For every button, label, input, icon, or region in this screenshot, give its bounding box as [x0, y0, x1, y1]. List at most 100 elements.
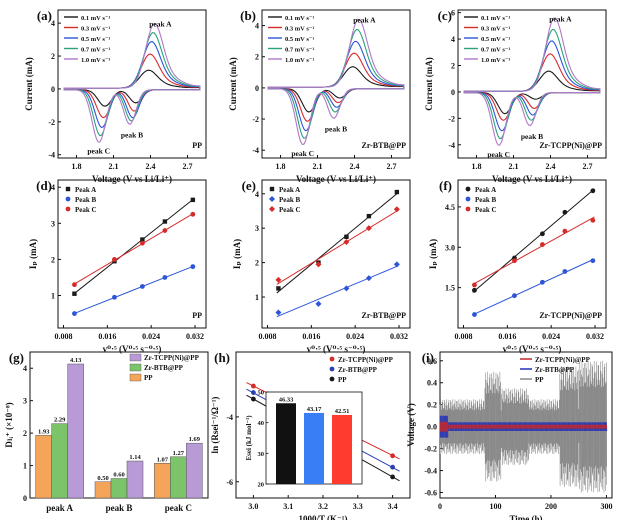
data-point	[190, 211, 196, 217]
legend-label: 0.7 mV s⁻¹	[81, 47, 110, 54]
peak-label: peak A	[149, 20, 172, 29]
data-point	[162, 275, 168, 280]
y-tick-label: 2	[23, 429, 27, 438]
x-tick-label: 1.8	[72, 162, 82, 171]
legend-label: Peak B	[279, 196, 301, 204]
data-point	[390, 453, 395, 459]
legend-label: PP	[338, 376, 347, 384]
legend-label: Peak B	[75, 196, 97, 204]
data-point	[366, 213, 372, 219]
x-category-label: peak A	[46, 503, 73, 513]
x-tick-label: 2.4	[146, 162, 156, 171]
x-tick-label: 3.2	[318, 502, 328, 511]
fit-line	[72, 197, 195, 296]
legend-label: 0.3 mV s⁻¹	[81, 26, 110, 33]
peak-label: peak C	[87, 147, 110, 156]
legend-label: Peak C	[279, 206, 301, 214]
y-tick-label: 2	[451, 62, 455, 71]
y-tick-label: 2	[51, 52, 55, 61]
peak-label: peak C	[487, 150, 510, 159]
data-point	[251, 383, 256, 389]
fit-line	[472, 188, 595, 293]
y-axis-label: Iₚ (mA)	[28, 239, 38, 269]
bar	[170, 456, 187, 499]
legend-label: 1.0 mV s⁻¹	[81, 57, 110, 64]
legend-label: Zr-BTB@PP	[338, 366, 378, 374]
inset-y-tick-label: 40	[258, 420, 265, 427]
data-point	[251, 390, 256, 395]
data-point	[190, 197, 196, 203]
inset-bar	[332, 414, 352, 484]
chart-title: PP	[192, 141, 202, 150]
y-tick-label: 0	[451, 88, 455, 97]
legend-label: Zr-TCPP(Ni)@PP	[144, 354, 200, 362]
inset-bar	[276, 403, 296, 484]
data-point	[562, 269, 568, 274]
legend-label: Peak A	[75, 186, 96, 194]
bar-value-label: 1.93	[38, 428, 50, 435]
y-tick-label: 0.2	[427, 401, 437, 410]
data-point	[394, 189, 400, 195]
legend-label: 0.1 mV s⁻¹	[285, 15, 314, 22]
data-point	[140, 237, 145, 242]
legend-label: 1.0 mV s⁻¹	[481, 57, 510, 64]
panel-label: (h)	[214, 350, 230, 365]
fit-line	[72, 265, 195, 315]
x-axis-label: v⁰·⁵ (V⁰·⁵ s⁻⁰·⁵)	[503, 344, 562, 354]
x-tick-label: 2.1	[109, 162, 119, 171]
data-point	[329, 356, 335, 362]
peak-label: peak C	[291, 149, 314, 158]
plot-frame	[57, 179, 207, 329]
legend-label: 0.3 mV s⁻¹	[285, 26, 314, 33]
panel-label: (e)	[242, 178, 256, 193]
legend-label: 0.1 mV s⁻¹	[81, 15, 110, 22]
x-tick-label: 100	[489, 502, 501, 511]
data-point	[72, 282, 77, 288]
x-tick-label: 2.7	[387, 162, 397, 171]
data-point	[65, 206, 71, 212]
y-tick-label: 0.6	[427, 357, 437, 366]
bar-value-label: 1.69	[189, 436, 201, 443]
data-point	[344, 234, 349, 239]
cv-curve	[63, 23, 201, 143]
legend-label: Peak C	[475, 206, 497, 214]
data-point	[590, 217, 596, 223]
x-tick-label: 1.8	[276, 162, 286, 171]
data-point	[329, 366, 335, 372]
legend-label: 0.5 mV s⁻¹	[81, 36, 110, 43]
x-axis-label: Voltage (V vs Li/Li⁺)	[92, 174, 172, 184]
bar	[154, 463, 171, 499]
panel-d: (d) 0.008 0.016 0.024 0.032 1 2 3 4 v⁰·⁵ (V⁰·⁵ s⁻…	[28, 178, 207, 354]
data-point	[465, 196, 471, 202]
y-tick-label: 0	[23, 494, 27, 503]
x-tick-label: 3.4	[388, 502, 398, 511]
bar	[186, 442, 203, 499]
y-tick-label: 1	[23, 462, 27, 471]
panel-e: (e) 0.008 0.016 0.024 0.032 1 2 3 4 v⁰·⁵ (V⁰·⁵ s⁻…	[232, 178, 411, 354]
x-tick-label: 0.024	[542, 332, 560, 341]
x-tick-label: 2.4	[350, 162, 360, 171]
chart-title: Zr-BTB@PP	[362, 311, 407, 320]
y-tick-label: 2	[51, 255, 55, 264]
y-axis-label: Current (mA)	[228, 57, 238, 111]
data-point	[512, 258, 517, 264]
x-tick-label: 0.008	[258, 332, 276, 341]
panel-label: (a)	[37, 8, 52, 23]
peak-label: peak A	[549, 15, 572, 24]
legend-label: Zr-TCPP(Ni)@PP	[338, 356, 394, 364]
y-tick-label: -4	[252, 146, 259, 155]
y-tick-label: -2	[448, 114, 455, 123]
x-tick-label: 0.032	[186, 332, 204, 341]
inset-bar-label: 42.51	[335, 408, 350, 415]
data-point	[65, 196, 71, 202]
data-point	[562, 228, 568, 234]
bar	[110, 478, 128, 499]
legend-label: 0.5 mV s⁻¹	[285, 36, 314, 43]
data-point	[472, 312, 477, 317]
y-tick-label: 2	[255, 53, 259, 62]
x-tick-label: 0.016	[498, 332, 516, 341]
y-tick-label: -6	[226, 478, 233, 487]
data-point	[275, 276, 282, 283]
bar-value-label: 1.14	[129, 454, 141, 461]
y-tick-label: -0.2	[424, 445, 437, 454]
